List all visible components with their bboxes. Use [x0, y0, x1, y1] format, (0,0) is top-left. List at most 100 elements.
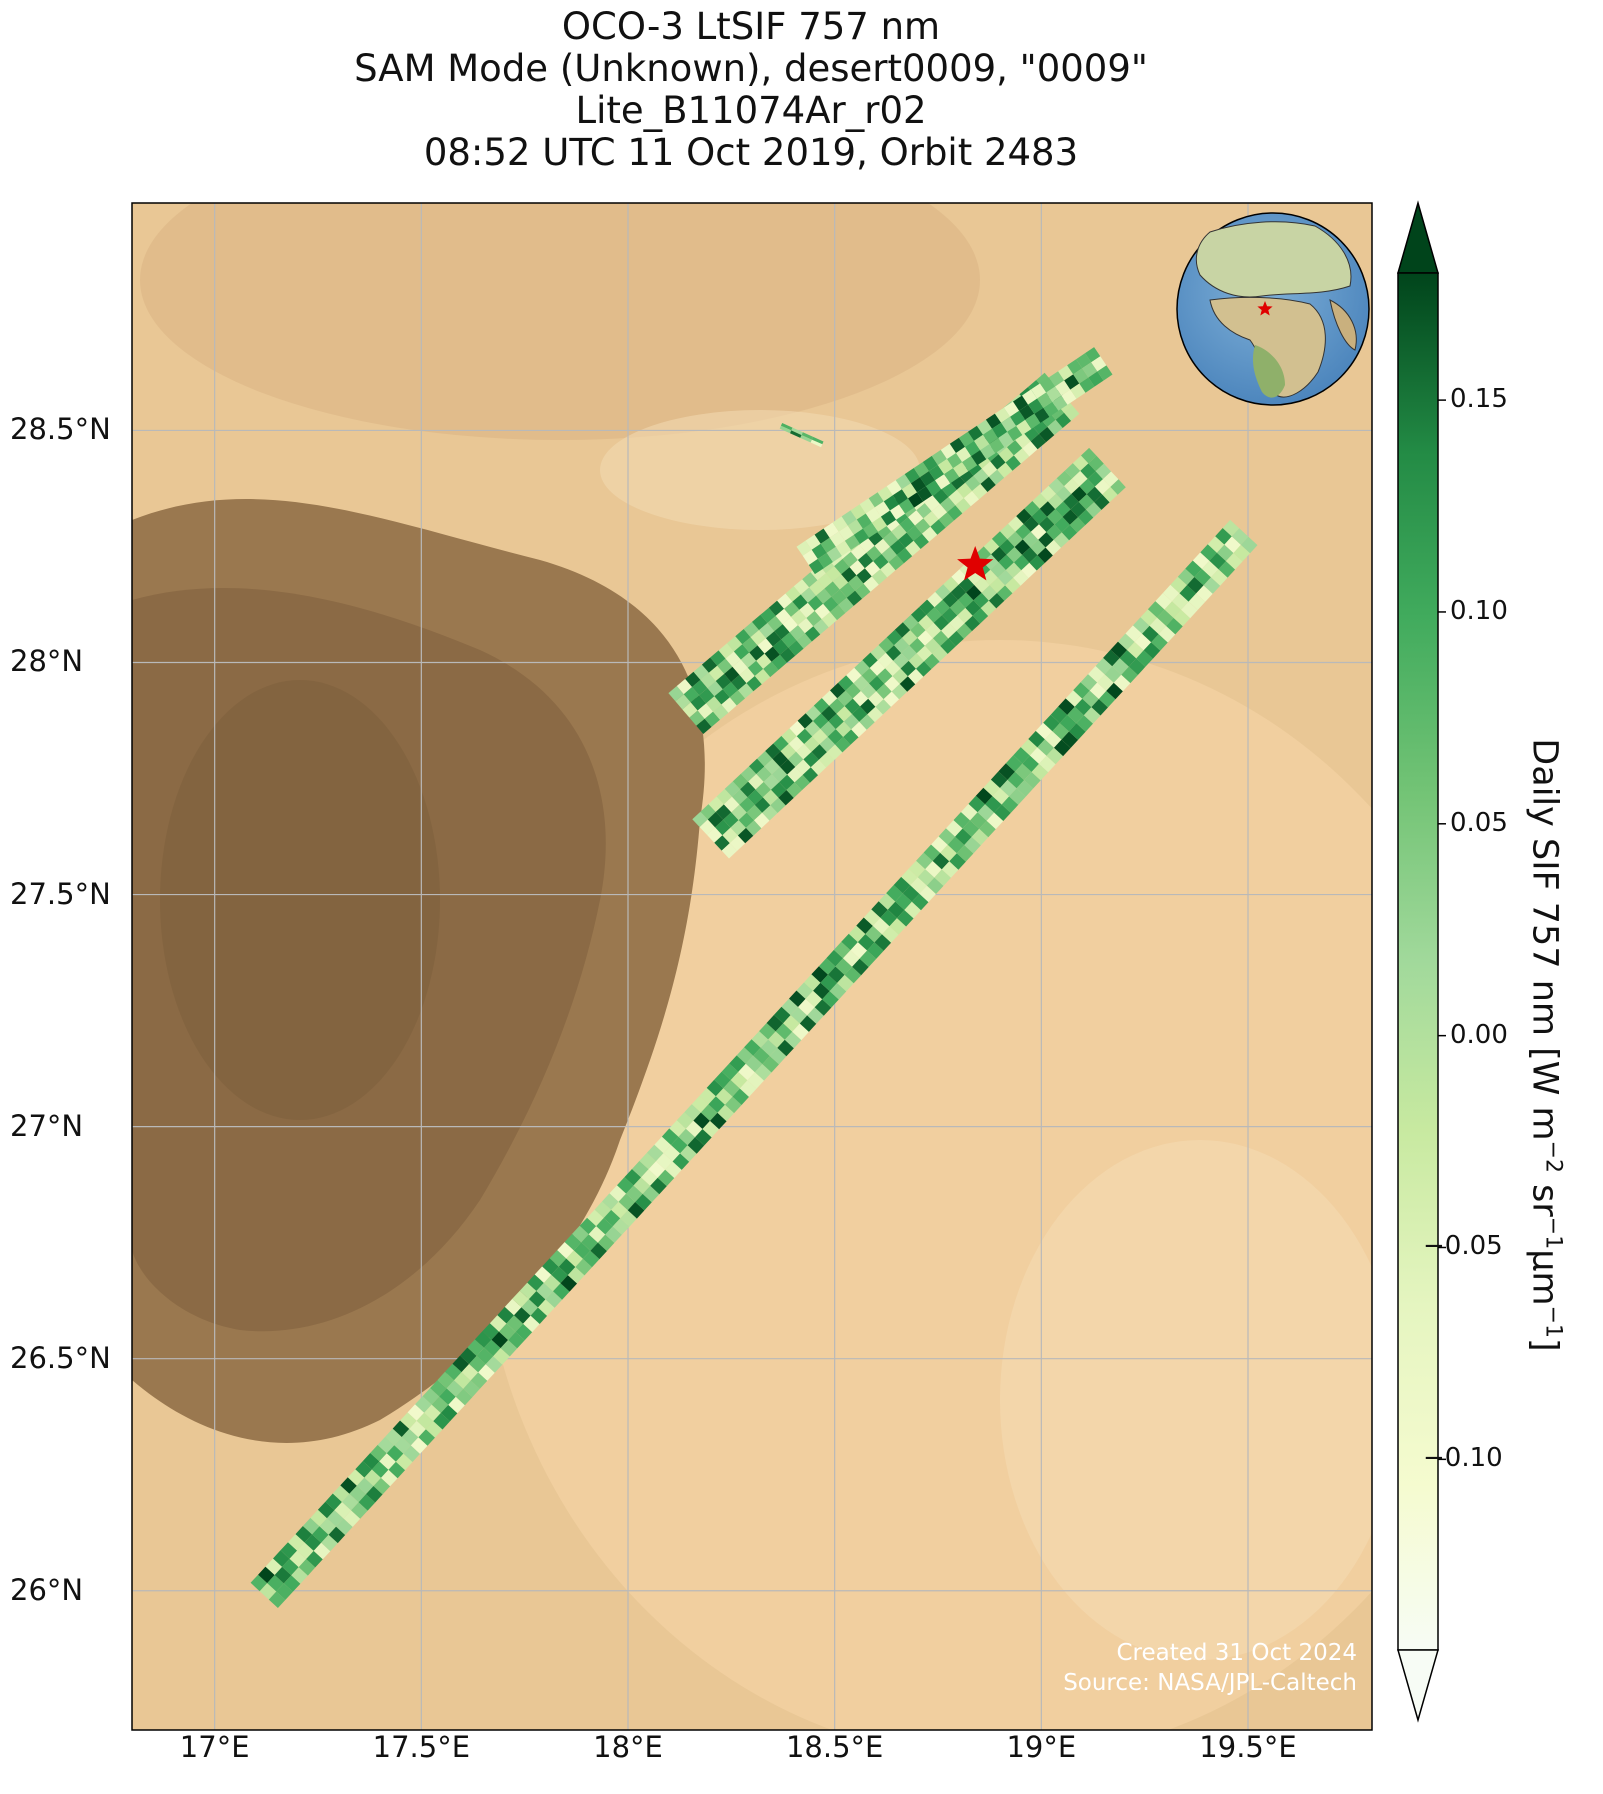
- sif-sounding: [771, 766, 788, 783]
- sif-sounding: [1030, 434, 1046, 450]
- sif-sounding: [1005, 577, 1021, 594]
- sif-sounding: [760, 1039, 778, 1056]
- sif-sounding: [772, 751, 788, 767]
- sif-sounding: [469, 1355, 486, 1373]
- sif-sounding: [756, 766, 772, 782]
- sif-sounding: [1155, 593, 1172, 610]
- sif-sounding: [289, 1550, 307, 1568]
- sif-sounding: [1001, 796, 1019, 813]
- sif-sounding: [1224, 536, 1241, 553]
- sif-sounding: [582, 1250, 600, 1268]
- sif-sounding: [1031, 508, 1048, 525]
- sif-sounding: [871, 516, 888, 532]
- sif-sounding: [877, 652, 894, 669]
- sif-sounding: [676, 678, 693, 695]
- sif-sounding: [528, 1291, 546, 1308]
- sif-sounding: [997, 462, 1013, 478]
- sif-sounding: [933, 615, 950, 631]
- sif-sounding: [894, 637, 910, 654]
- sif-sounding: [714, 1071, 731, 1089]
- sif-sounding: [947, 505, 963, 521]
- sif-sounding: [867, 706, 883, 723]
- sif-sounding: [986, 812, 1004, 830]
- sif-sounding: [922, 526, 938, 542]
- sif-sounding: [763, 774, 780, 790]
- sif-sounding: [938, 828, 956, 845]
- sif-sounding: [876, 683, 892, 700]
- sif-sounding: [560, 1275, 578, 1292]
- sif-sounding: [415, 1396, 432, 1413]
- sif-sounding: [817, 552, 833, 569]
- sif-sounding: [624, 1169, 642, 1186]
- sif-sounding: [506, 1315, 524, 1332]
- sif-sounding: [1085, 347, 1101, 363]
- lon-tick-label: 17.5°E: [372, 1730, 471, 1764]
- sif-sounding: [1086, 486, 1103, 503]
- sif-sounding: [971, 828, 989, 846]
- sif-sounding: [857, 934, 875, 951]
- sif-sounding: [810, 439, 823, 448]
- sif-sounding: [800, 435, 812, 443]
- sif-sounding: [463, 1380, 480, 1398]
- sif-sounding: [745, 1055, 763, 1073]
- sif-sounding: [1207, 536, 1225, 553]
- map-frame: [131, 202, 1373, 1731]
- sif-sounding: [1052, 723, 1069, 740]
- sif-sounding: [947, 836, 965, 854]
- sif-sounding: [618, 1193, 636, 1211]
- sif-sounding: [910, 477, 926, 493]
- sif-sounding: [672, 1153, 690, 1170]
- lon-tick-label: 18°E: [593, 1730, 663, 1764]
- sif-sounding: [846, 590, 863, 606]
- sif-sounding: [933, 630, 949, 646]
- sif-sounding: [1005, 755, 1023, 772]
- sif-sounding: [1031, 383, 1047, 399]
- sif-sounding: [966, 584, 982, 601]
- sif-sounding: [1094, 494, 1110, 510]
- sif-sounding: [455, 1388, 473, 1406]
- sif-sounding: [699, 1087, 716, 1105]
- sif-sounding: [379, 1453, 396, 1470]
- sif-sounding: [941, 861, 959, 878]
- sif-sounding: [440, 1404, 458, 1422]
- sif-sounding: [276, 1583, 293, 1600]
- sif-sounding: [811, 744, 827, 760]
- sif-sounding: [856, 513, 872, 529]
- sif-sounding: [864, 561, 881, 577]
- sif-sounding: [1133, 617, 1150, 634]
- sif-sounding: [755, 781, 771, 798]
- sif-sounding: [1087, 471, 1103, 487]
- sif-sounding: [648, 1161, 666, 1178]
- sif-sounding: [823, 522, 839, 538]
- sif-sounding: [951, 569, 967, 585]
- sif-sounding: [940, 638, 956, 654]
- sif-sounding: [892, 668, 908, 684]
- sif-sounding: [877, 668, 893, 684]
- sif-sounding: [913, 462, 929, 478]
- sif-sounding: [373, 1477, 391, 1495]
- sif-sounding: [1045, 539, 1061, 556]
- sif-sounding: [1118, 633, 1135, 650]
- sif-sounding: [919, 599, 935, 615]
- sif-sounding: [1013, 448, 1030, 464]
- sif-sounding: [788, 640, 804, 656]
- sif-sounding: [916, 503, 932, 519]
- sif-sounding: [515, 1323, 533, 1341]
- sif-sounding: [937, 459, 954, 475]
- sif-sounding: [869, 660, 886, 676]
- sif-sounding: [782, 616, 798, 633]
- sif-sounding: [1043, 714, 1060, 732]
- sif-sounding: [953, 812, 971, 829]
- sif-sounding: [1091, 356, 1107, 372]
- sif-sounding: [1037, 392, 1053, 408]
- sif-sounding: [859, 498, 875, 514]
- sif-sounding: [597, 1234, 615, 1251]
- sif-sounding: [799, 602, 815, 618]
- sif-sounding: [819, 736, 836, 753]
- sif-sounding: [575, 1258, 592, 1276]
- title-line-4: 08:52 UTC 11 Oct 2019, Orbit 2483: [423, 131, 1079, 174]
- sif-sounding: [980, 600, 997, 616]
- sif-sounding: [760, 607, 776, 623]
- sif-sounding: [1005, 455, 1021, 471]
- sif-sounding: [1022, 547, 1038, 563]
